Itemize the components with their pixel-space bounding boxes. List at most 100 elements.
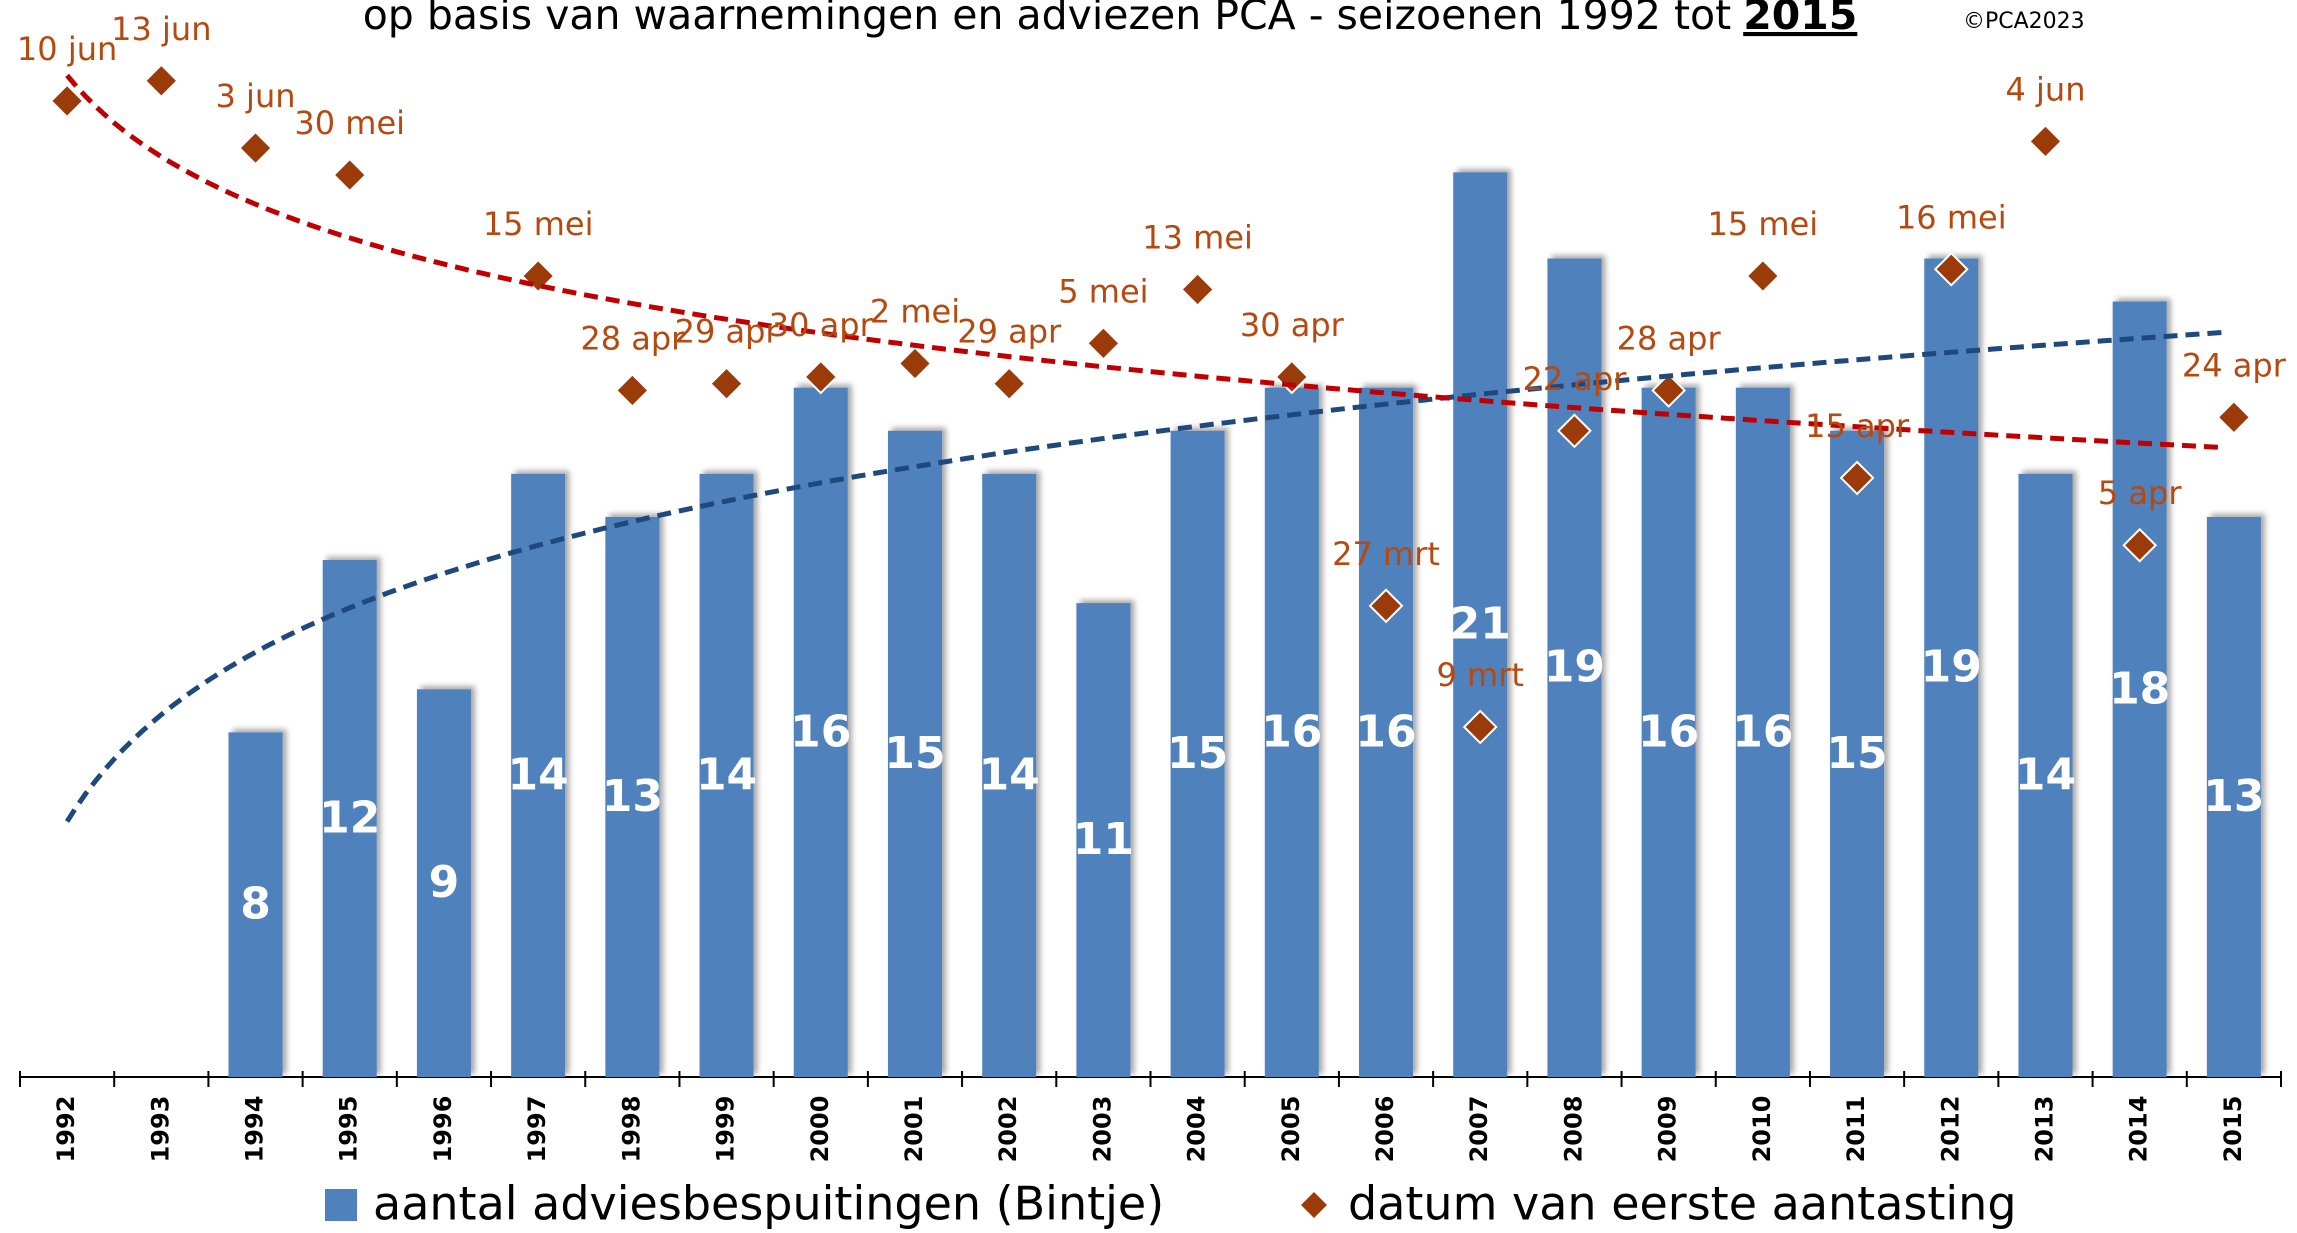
x-tick-label: 2014: [2125, 1096, 2153, 1163]
bar: [1453, 172, 1508, 1077]
x-tick-label: 2013: [2030, 1096, 2058, 1163]
x-tick-label: 1994: [241, 1096, 269, 1163]
x-tick-label: 1999: [712, 1096, 740, 1163]
date-label: 28 apr: [580, 319, 685, 357]
bar-value-label: 14: [979, 749, 1040, 800]
x-tick-label: 2015: [2219, 1096, 2247, 1163]
chart-title: op basis van waarnemingen en adviezen PC…: [363, 0, 1858, 39]
x-tick-label: 2004: [1183, 1096, 1211, 1163]
bar: [1170, 430, 1225, 1077]
date-label: 15 mei: [483, 205, 594, 243]
bar: [982, 473, 1037, 1077]
bar: [416, 689, 471, 1077]
date-label: 3 jun: [216, 77, 296, 115]
bar: [887, 430, 942, 1077]
diamond-marker: [332, 157, 368, 193]
bar: [1076, 603, 1131, 1077]
bar-value-label: 15: [884, 728, 945, 779]
x-tick-label: 2002: [994, 1096, 1022, 1163]
trend-line: [65, 73, 2225, 451]
title-text: op basis van waarnemingen en adviezen PC…: [363, 0, 1732, 39]
diamond-marker: [1462, 709, 1498, 745]
diamond-marker: [709, 366, 744, 402]
diamond-marker: [1180, 272, 1216, 307]
x-tick-label: 2008: [1559, 1096, 1587, 1163]
bar-value-label: 8: [240, 879, 271, 930]
diamond-marker: [1839, 460, 1875, 496]
bar-value-label: 13: [602, 771, 663, 822]
x-tick-label: 2010: [1748, 1096, 1776, 1163]
diamond-marker: [2122, 527, 2158, 563]
date-label: 30 apr: [1240, 306, 1345, 344]
bar: [1924, 258, 1979, 1078]
x-tick-label: 1996: [429, 1096, 457, 1163]
x-tick-label: 2000: [806, 1096, 834, 1163]
date-label: 15 mei: [1708, 205, 1819, 243]
bar: [511, 473, 566, 1077]
diamond-marker: [1368, 588, 1404, 624]
x-tick-label: 1993: [146, 1096, 174, 1163]
x-tick-label: 1995: [335, 1096, 363, 1163]
x-tick-label: 1998: [617, 1096, 645, 1163]
date-label: 5 mei: [1058, 272, 1148, 310]
date-label: 16 mei: [1896, 198, 2007, 236]
legend-swatch: [325, 1189, 357, 1221]
bar: [699, 473, 754, 1077]
diamond-marker: [49, 83, 85, 119]
bar-value-label: 12: [319, 793, 380, 844]
diamond-marker: [991, 366, 1027, 402]
bar-value-label: 16: [1355, 706, 1416, 757]
date-label: 22 apr: [1522, 360, 1627, 398]
x-tick-label: 2012: [1936, 1096, 1964, 1163]
diamond-marker: [1745, 258, 1781, 294]
bar-value-label: 9: [429, 857, 460, 908]
legend-label: datum van eerste aantasting: [1348, 1177, 2017, 1231]
diamond-marker: [2028, 123, 2063, 159]
bar: [1359, 387, 1414, 1078]
diamond-marker: [1651, 372, 1687, 408]
date-label: 29 apr: [957, 313, 1062, 351]
diamond-marker: [143, 63, 179, 99]
title-emphasis: 2015: [1743, 0, 1857, 39]
bar-value-label: 16: [790, 706, 851, 757]
bar: [2206, 516, 2261, 1077]
bar-value-label: 16: [1732, 706, 1793, 757]
bar-value-label: 16: [1638, 706, 1699, 757]
diamond-marker: [2216, 399, 2252, 435]
date-label: 27 mrt: [1332, 535, 1440, 573]
bar: [1830, 430, 1885, 1077]
trend-line: [64, 329, 2225, 823]
date-label: 28 apr: [1617, 319, 1722, 357]
bar-value-label: 15: [1826, 728, 1887, 779]
x-tick-label: 1992: [52, 1096, 80, 1163]
bar: [322, 560, 377, 1077]
date-label: 29 apr: [675, 313, 780, 351]
x-tick-label: 2011: [1842, 1096, 1870, 1163]
bar-value-label: 15: [1167, 728, 1228, 779]
date-label: 30 apr: [769, 306, 874, 344]
legend-label: aantal adviesbespuitingen (Bintje): [373, 1177, 1164, 1231]
bar-value-label: 19: [1921, 642, 1982, 693]
copyright: ©PCA2023: [1963, 9, 2085, 34]
bar: [1547, 258, 1602, 1078]
diamond-marker: [1274, 359, 1310, 395]
date-label: 13 jun: [111, 10, 211, 48]
bar: [1264, 387, 1319, 1078]
bar-value-label: 14: [696, 749, 757, 800]
diamond-marker: [803, 359, 839, 395]
bar: [228, 732, 283, 1077]
diamond-marker: [1933, 251, 1969, 287]
date-label: 13 mei: [1142, 218, 1253, 256]
diamond-marker: [1557, 413, 1592, 449]
date-label: 9 mrt: [1437, 656, 1524, 694]
x-tick-label: 2005: [1277, 1096, 1305, 1163]
bar: [2018, 473, 2073, 1077]
date-label: 4 jun: [2005, 70, 2085, 108]
diamond-marker: [614, 372, 650, 408]
bar: [1641, 387, 1696, 1078]
bar-value-label: 14: [508, 749, 569, 800]
bar-value-label: 19: [1544, 642, 1605, 693]
x-tick-label: 1997: [523, 1096, 551, 1163]
diamond-marker: [897, 346, 933, 381]
